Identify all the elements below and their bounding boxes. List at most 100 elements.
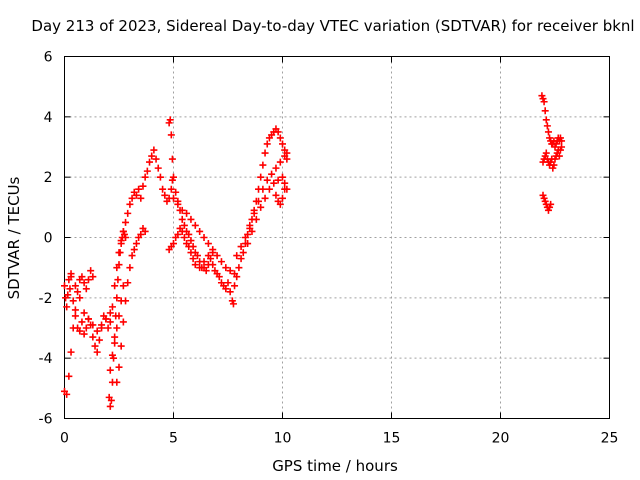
- data-point: [69, 297, 77, 305]
- data-point: [64, 291, 72, 299]
- data-point: [102, 315, 110, 323]
- data-point: [159, 185, 167, 193]
- data-point: [209, 261, 217, 269]
- data-point: [78, 318, 86, 326]
- data-point: [108, 303, 116, 311]
- data-point: [67, 270, 75, 278]
- data-point: [281, 179, 289, 187]
- data-point: [543, 122, 551, 130]
- data-point: [233, 252, 241, 260]
- data-point: [183, 209, 191, 217]
- data-point: [108, 351, 116, 359]
- data-point: [82, 285, 90, 293]
- data-point: [106, 402, 114, 410]
- data-point: [106, 318, 114, 326]
- data-point: [174, 200, 182, 208]
- x-tick-label: 25: [601, 431, 619, 447]
- data-point: [215, 273, 223, 281]
- data-points: [61, 92, 566, 410]
- data-point: [117, 240, 125, 248]
- data-point: [178, 206, 186, 214]
- data-point: [137, 194, 145, 202]
- data-point: [89, 321, 97, 329]
- data-point: [71, 306, 79, 314]
- data-point: [80, 279, 88, 287]
- y-tick-label: 6: [44, 50, 53, 66]
- data-point: [161, 191, 169, 199]
- data-point: [126, 264, 134, 272]
- data-point: [200, 258, 208, 266]
- y-tick-label: -6: [39, 412, 53, 428]
- data-point: [237, 243, 245, 251]
- data-point: [187, 249, 195, 257]
- data-point: [78, 273, 86, 281]
- data-point: [126, 200, 134, 208]
- data-point: [544, 128, 552, 136]
- data-point: [224, 279, 232, 287]
- data-point: [150, 146, 158, 154]
- data-point: [95, 336, 103, 344]
- data-point: [279, 140, 286, 148]
- data-point: [113, 294, 121, 302]
- data-point: [117, 342, 125, 350]
- data-point: [146, 158, 154, 166]
- data-point: [74, 288, 82, 296]
- data-point: [204, 252, 212, 260]
- data-point: [555, 152, 563, 160]
- data-point: [115, 312, 123, 320]
- data-point: [244, 240, 252, 248]
- data-point: [122, 218, 130, 226]
- data-point: [139, 182, 147, 190]
- data-point: [196, 264, 204, 272]
- data-point: [65, 372, 73, 380]
- y-tick-label: 0: [44, 231, 53, 247]
- data-point: [189, 255, 197, 263]
- data-point: [170, 240, 177, 248]
- data-point: [255, 197, 263, 205]
- data-point: [185, 230, 193, 238]
- data-point: [196, 227, 204, 235]
- data-point: [217, 258, 225, 266]
- data-point: [80, 309, 88, 317]
- data-point: [178, 227, 186, 235]
- data-point: [168, 155, 176, 163]
- data-point: [226, 288, 234, 296]
- data-point: [115, 363, 123, 371]
- data-point: [263, 176, 271, 184]
- x-tick-labels: 0 5 10 15 20 25: [60, 431, 618, 447]
- data-point: [279, 173, 286, 181]
- data-point: [113, 378, 121, 386]
- data-point: [84, 315, 92, 323]
- data-point: [252, 215, 260, 223]
- data-point: [71, 312, 79, 320]
- data-point: [117, 297, 125, 305]
- data-point: [222, 264, 230, 272]
- data-point: [98, 321, 106, 329]
- data-point: [137, 230, 145, 238]
- data-point: [114, 276, 122, 284]
- data-point: [558, 143, 566, 151]
- data-point: [250, 209, 258, 217]
- data-point: [106, 309, 114, 317]
- data-point: [148, 152, 156, 160]
- data-point: [111, 333, 119, 341]
- y-tick-label: -2: [39, 291, 53, 307]
- x-tick-label: 10: [274, 431, 292, 447]
- data-point: [82, 324, 90, 332]
- data-point: [178, 215, 186, 223]
- data-point: [104, 324, 112, 332]
- data-point: [209, 246, 217, 254]
- y-tick-label: -4: [39, 351, 53, 367]
- data-point: [167, 131, 175, 139]
- grid: [64, 56, 610, 419]
- data-point: [241, 234, 249, 241]
- data-point: [67, 348, 75, 356]
- x-axis-label: GPS time / hours: [272, 457, 398, 475]
- data-point: [116, 249, 124, 257]
- data-point: [259, 185, 267, 193]
- data-point: [265, 185, 273, 193]
- data-point: [61, 282, 68, 290]
- data-point: [550, 161, 558, 169]
- y-tick-label: 4: [44, 110, 53, 126]
- data-point: [261, 149, 269, 157]
